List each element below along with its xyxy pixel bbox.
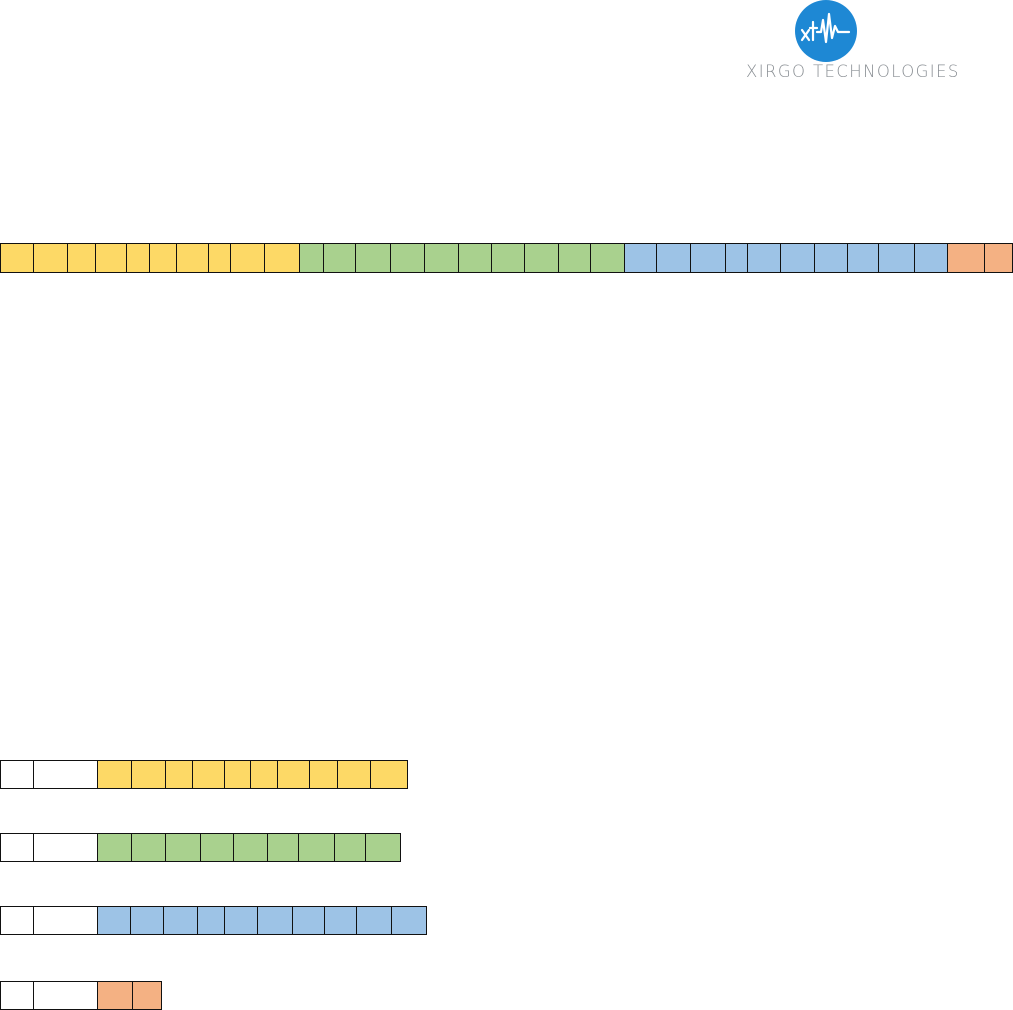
field-cell xyxy=(131,906,164,935)
field-cell xyxy=(657,243,691,273)
field-cell xyxy=(251,760,278,789)
field-cell xyxy=(166,760,193,789)
header-cell xyxy=(1,906,34,935)
packet-strip-main xyxy=(0,243,1013,273)
field-cell xyxy=(201,833,234,862)
field-cell xyxy=(525,243,559,273)
field-cell xyxy=(98,981,133,1010)
field-cell xyxy=(392,906,427,935)
field-cell xyxy=(335,833,366,862)
header-cell xyxy=(34,906,98,935)
field-cell xyxy=(325,906,357,935)
field-cell xyxy=(293,906,325,935)
field-cell xyxy=(164,906,198,935)
packet-strip-blue xyxy=(0,906,427,935)
field-cell xyxy=(133,981,162,1010)
header-cell xyxy=(34,981,98,1010)
field-cell xyxy=(748,243,781,273)
field-cell xyxy=(391,243,425,273)
field-cell xyxy=(198,906,225,935)
field-cell xyxy=(96,243,127,273)
field-cell xyxy=(625,243,657,273)
packet-strip-orange xyxy=(0,981,162,1010)
field-cell xyxy=(815,243,848,273)
field-cell xyxy=(268,833,299,862)
field-cell xyxy=(948,243,985,273)
field-cell xyxy=(278,760,310,789)
field-cell xyxy=(1,243,34,273)
company-logo: XIRGO TECHNOLOGIES xyxy=(746,0,1008,86)
field-cell xyxy=(879,243,915,273)
field-cell xyxy=(98,760,132,789)
field-cell xyxy=(848,243,879,273)
field-cell xyxy=(985,243,1013,273)
field-cell xyxy=(559,243,591,273)
field-cell xyxy=(234,833,268,862)
header-cell xyxy=(34,833,98,862)
field-cell xyxy=(225,906,258,935)
field-cell xyxy=(98,906,131,935)
field-cell xyxy=(177,243,209,273)
packet-strip-green xyxy=(0,833,401,862)
field-cell xyxy=(915,243,948,273)
field-cell xyxy=(726,243,748,273)
field-cell xyxy=(299,833,335,862)
field-cell xyxy=(225,760,251,789)
xirgo-logo-icon xyxy=(795,0,857,62)
field-cell xyxy=(357,906,392,935)
field-cell xyxy=(98,833,132,862)
field-cell xyxy=(258,906,293,935)
field-cell xyxy=(591,243,625,273)
field-cell xyxy=(338,760,371,789)
field-cell xyxy=(193,760,225,789)
header-cell xyxy=(1,981,34,1010)
field-cell xyxy=(691,243,726,273)
field-cell xyxy=(781,243,815,273)
field-cell xyxy=(166,833,201,862)
field-cell xyxy=(209,243,231,273)
field-cell xyxy=(492,243,525,273)
header-cell xyxy=(1,833,34,862)
field-cell xyxy=(34,243,68,273)
field-cell xyxy=(356,243,391,273)
field-cell xyxy=(132,760,166,789)
field-cell xyxy=(300,243,324,273)
field-cell xyxy=(371,760,408,789)
field-cell xyxy=(150,243,177,273)
packet-strip-yellow xyxy=(0,760,408,789)
header-cell xyxy=(34,760,98,789)
field-cell xyxy=(127,243,150,273)
company-name: XIRGO TECHNOLOGIES xyxy=(746,62,960,81)
field-cell xyxy=(324,243,356,273)
field-cell xyxy=(459,243,492,273)
field-cell xyxy=(265,243,300,273)
field-cell xyxy=(231,243,265,273)
header-cell xyxy=(1,760,34,789)
field-cell xyxy=(366,833,401,862)
field-cell xyxy=(425,243,459,273)
field-cell xyxy=(310,760,338,789)
field-cell xyxy=(68,243,96,273)
field-cell xyxy=(132,833,166,862)
